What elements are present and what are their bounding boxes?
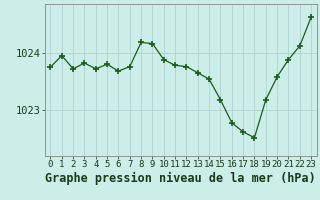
X-axis label: Graphe pression niveau de la mer (hPa): Graphe pression niveau de la mer (hPa): [45, 172, 316, 185]
